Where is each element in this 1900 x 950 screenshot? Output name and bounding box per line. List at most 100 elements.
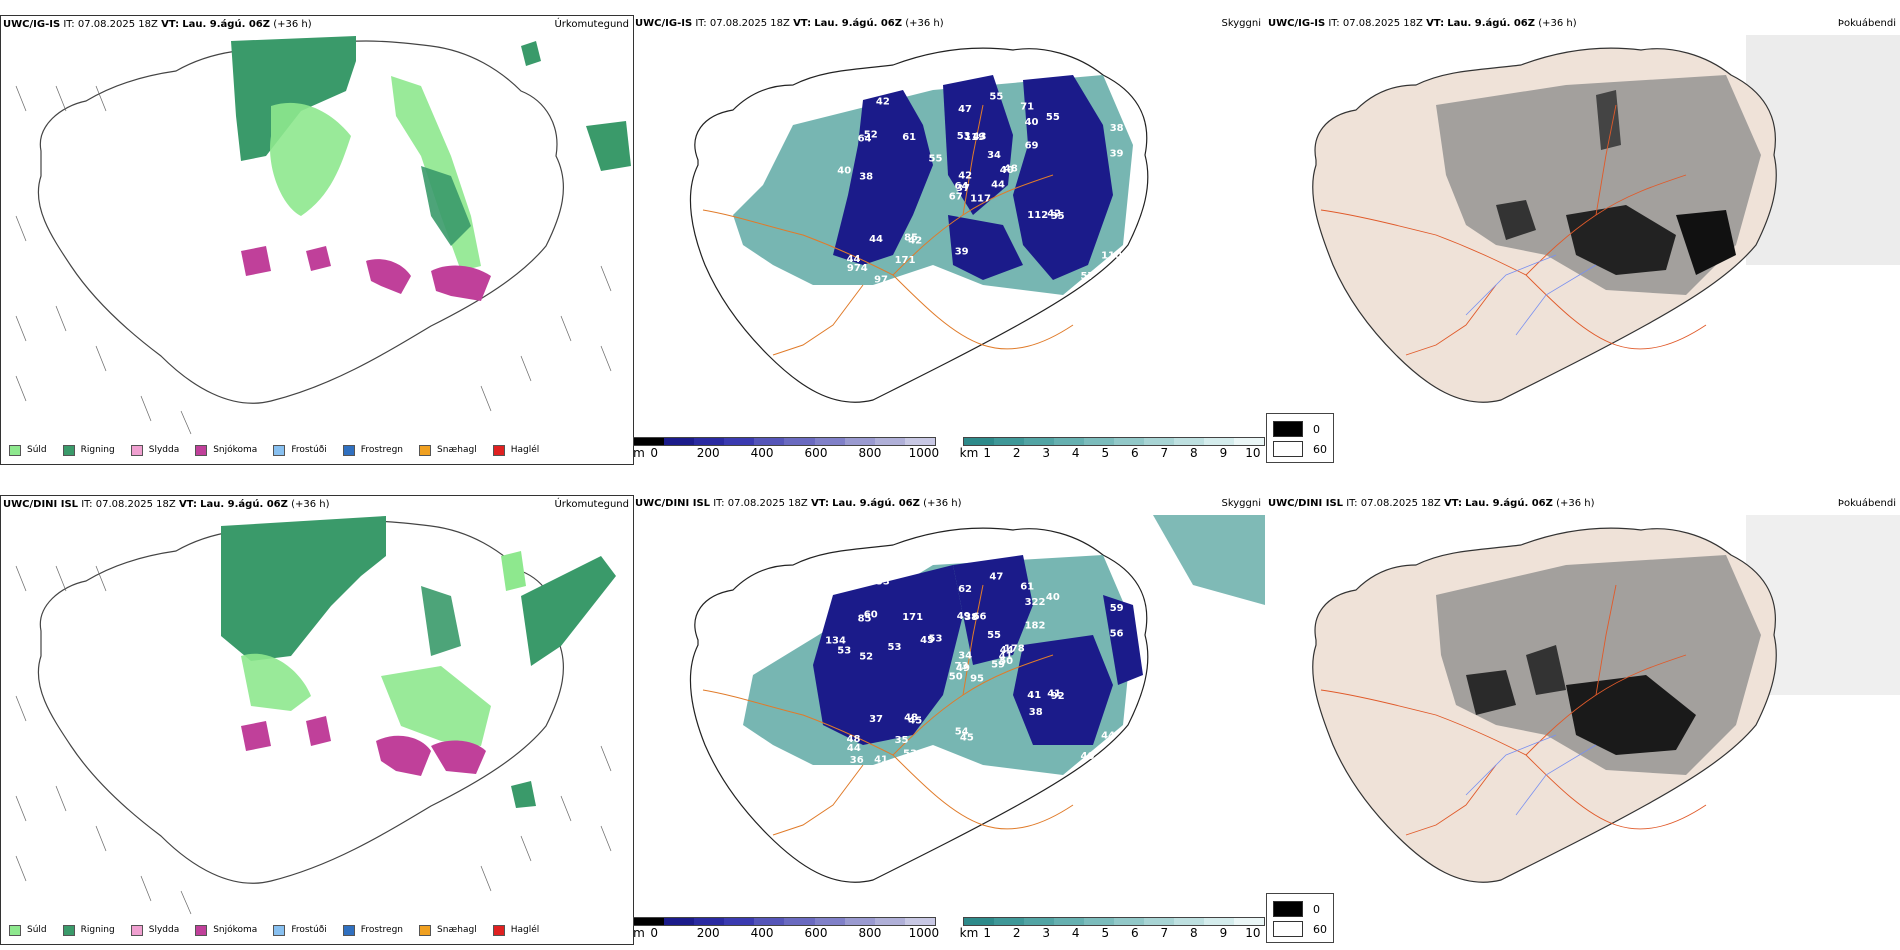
visibility-labels: 9585494844456166322595368525950182414955… (825, 572, 1124, 767)
visibility-value-label: 42 (958, 171, 972, 182)
visibility-value-label: 40 (837, 165, 851, 176)
colorbar-segment (1114, 918, 1144, 925)
vt-label: VT: (161, 19, 180, 30)
colorbar-tick: 200 (696, 926, 720, 940)
precip-header: UWC/DINI ISL IT: 07.08.2025 18Z VT: Lau.… (3, 499, 330, 510)
visibility-value-label: 69 (1025, 140, 1039, 151)
visibility-value-label: 54 (955, 726, 969, 737)
legend-swatch (342, 444, 355, 456)
vt-label: VT: (178, 499, 197, 510)
visibility-value-label: 41 (1027, 690, 1041, 701)
precip-panel-row2: UWC/DINI ISL IT: 07.08.2025 18Z VT: Lau.… (0, 495, 634, 945)
legend-item: Frostúði (273, 444, 327, 456)
colorbar-tick: 0 (650, 446, 659, 460)
colorbar-segment (874, 918, 905, 925)
legend-swatch (130, 924, 143, 936)
colorbar-segment (1024, 438, 1054, 445)
visibility-value-label: 53 (876, 577, 890, 588)
fog-legend: 0 60 (1266, 893, 1334, 943)
visibility-value-label: 47 (989, 572, 1003, 583)
visibility-value-label: 42 (908, 235, 922, 246)
legend-label: Snæhagl (437, 445, 477, 455)
colorbar-segment (1234, 438, 1264, 445)
legend-item: Rigning (62, 924, 115, 936)
colorbar-segment (784, 918, 815, 925)
visibility-value-label: 85 (904, 233, 918, 244)
visibility-colorbar-bar (963, 917, 1265, 926)
vt-value: Lau. 9.ágú. 06Z (832, 498, 920, 509)
legend-label: Haglél (510, 925, 540, 935)
visibility-value-label: 974 (847, 263, 868, 274)
it-value: 07.08.2025 18Z (727, 498, 808, 509)
colorbar-segment (994, 438, 1024, 445)
it-label: IT: (1346, 498, 1358, 509)
colorbar-unit: m (633, 926, 645, 940)
fog-field-title: Þokuábendi (1837, 498, 1896, 509)
colorbar-tick: 10 (1245, 446, 1261, 460)
visibility-value-label: 64 (858, 133, 872, 144)
legend-swatch (342, 924, 355, 936)
fog-legend-row: 60 (1273, 439, 1327, 459)
visibility-map: 9585494844456166322595368525950182414955… (689, 515, 1265, 883)
visibility-field-title: Skyggni (1221, 498, 1261, 509)
colorbar-tick: 600 (804, 926, 828, 940)
visibility-value-label: 44 (847, 254, 861, 265)
visibility-colorbar-bar (963, 437, 1265, 446)
ceiling-colorbar: m 0 200 400 600 800 1000 (633, 437, 939, 460)
visibility-value-label: 37 (869, 714, 883, 725)
fog-legend-label: 60 (1313, 922, 1327, 936)
lead-time: (+36 h) (923, 498, 962, 509)
ceiling-colorbar-ticks: m 0 200 400 600 800 1000 (633, 926, 939, 940)
visibility-value-label: 53 (903, 749, 917, 760)
fog-legend-swatch (1273, 901, 1303, 917)
colorbar-segment (724, 438, 755, 445)
colorbar-tick: 400 (750, 926, 774, 940)
fog-map (1312, 515, 1900, 883)
colorbar-segment (1144, 438, 1174, 445)
precip-legend: Súld Rigning Slydda Snjókoma Frostúði Fr… (1, 441, 547, 459)
legend-label: Rigning (80, 925, 115, 935)
colorbar-tick: 1000 (908, 446, 940, 460)
lead-time: (+36 h) (1538, 18, 1577, 29)
visibility-value-label: 34 (987, 150, 1001, 161)
legend-label: Haglél (510, 445, 540, 455)
colorbar-segment (1054, 918, 1084, 925)
legend-item: Slydda (130, 924, 179, 936)
colorbar-segment (694, 438, 725, 445)
colorbar-segment (814, 918, 845, 925)
legend-item: Frostregn (342, 924, 404, 936)
visibility-value-label: 38 (859, 171, 873, 182)
it-label: IT: (1328, 18, 1340, 29)
colorbar-segment (814, 438, 845, 445)
visibility-value-label: 97 (874, 274, 888, 285)
it-value: 07.08.2025 18Z (1360, 498, 1441, 509)
colorbar-tick: 200 (696, 446, 720, 460)
legend-item: Haglél (492, 924, 540, 936)
it-label: IT: (81, 499, 93, 510)
vt-label: VT: (1443, 498, 1462, 509)
visibility-value-label: 134 (825, 635, 846, 646)
legend-label: Frostregn (360, 445, 404, 455)
visibility-value-label: 117 (970, 194, 991, 205)
visibility-value-label: 61 (902, 132, 916, 143)
precip-panel-row1: UWC/IG-IS IT: 07.08.2025 18Z VT: Lau. 9.… (0, 15, 634, 465)
colorbar-segment (754, 918, 785, 925)
colorbar-tick: 800 (858, 446, 882, 460)
colorbar-tick: 800 (858, 926, 882, 940)
legend-label: Frostregn (360, 925, 404, 935)
fog-panel-row2: UWC/DINI ISL IT: 07.08.2025 18Z VT: Lau.… (1266, 495, 1900, 945)
legend-swatch (9, 924, 21, 936)
visibility-value-label: 38 (1029, 707, 1043, 718)
visibility-value-label: 42 (876, 97, 890, 108)
lead-time: (+36 h) (905, 18, 944, 29)
visibility-value-label: 41 (1047, 689, 1061, 700)
colorbar-tick: 6 (1130, 446, 1139, 460)
visibility-value-label: 40 (1000, 165, 1014, 176)
visibility-value-label: 38 (1110, 123, 1124, 134)
visibility-value-label: 119 (964, 132, 985, 143)
visibility-colorbar-ticks: km 1 2 3 4 5 6 7 8 9 10 (960, 926, 1265, 940)
it-value: 07.08.2025 18Z (95, 499, 176, 510)
legend-item: Snjókoma (195, 444, 257, 456)
fog-legend-swatch (1273, 441, 1303, 457)
colorbar-segment (994, 918, 1024, 925)
